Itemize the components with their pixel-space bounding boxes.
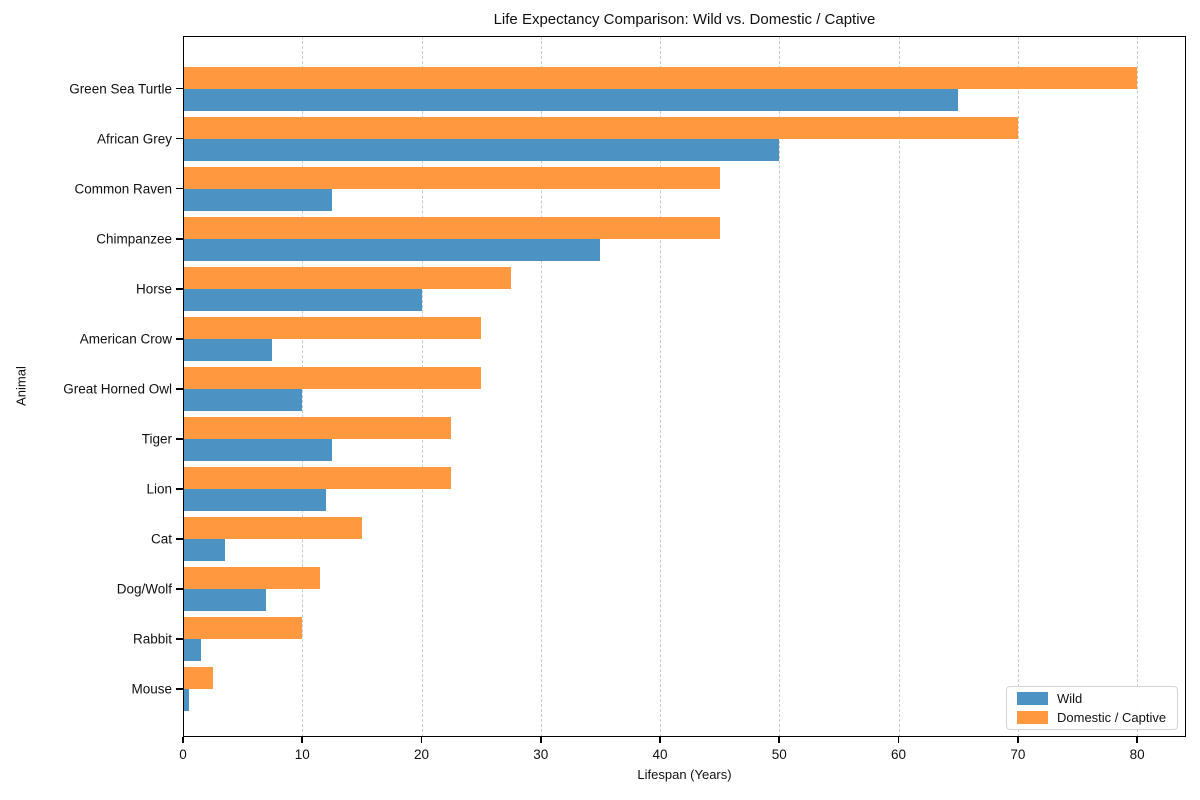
- gridline: [540, 36, 542, 737]
- bar-captive: [183, 316, 482, 339]
- y-tick-mark: [176, 588, 183, 590]
- x-tick-label: 70: [1010, 747, 1026, 762]
- bar-captive: [183, 416, 452, 439]
- y-tick-mark: [176, 287, 183, 290]
- legend-item-captive: Domestic / Captive: [1007, 710, 1177, 725]
- legend: Wild Domestic / Captive: [1006, 686, 1178, 730]
- x-tick-mark: [539, 737, 542, 743]
- y-tick-mark: [176, 638, 183, 640]
- bar-wild: [183, 589, 267, 611]
- x-tick-mark: [301, 737, 304, 743]
- legend-label-wild: Wild: [1057, 691, 1083, 706]
- bar-wild: [183, 488, 327, 511]
- x-tick-label: 60: [891, 747, 907, 762]
- bar-captive: [183, 667, 213, 690]
- y-tick-label: Tiger: [141, 431, 172, 447]
- x-tick-mark: [1136, 737, 1138, 743]
- x-tick-mark: [420, 737, 423, 743]
- bar-captive: [183, 216, 720, 239]
- bar-wild: [183, 188, 333, 211]
- y-tick-label: Dog/Wolf: [116, 581, 172, 597]
- x-tick-label: 80: [1129, 747, 1145, 762]
- gridline: [779, 36, 781, 737]
- x-tick-label: 0: [179, 747, 187, 762]
- bar-captive: [183, 266, 511, 289]
- x-tick-mark: [897, 737, 900, 743]
- x-tick-mark: [778, 737, 781, 743]
- y-tick-label: Horse: [135, 281, 172, 297]
- gridline: [660, 36, 662, 737]
- bar-wild: [183, 538, 225, 561]
- bar-wild: [183, 689, 189, 712]
- bar-wild: [183, 639, 201, 662]
- bar-wild: [183, 88, 959, 111]
- y-tick-mark: [176, 488, 183, 490]
- bar-captive: [183, 567, 321, 589]
- x-tick-label: 40: [652, 747, 668, 762]
- x-tick-mark: [182, 737, 184, 743]
- y-tick-label: Lion: [146, 481, 172, 497]
- legend-item-wild: Wild: [1007, 691, 1177, 706]
- y-tick-label: Common Raven: [74, 181, 172, 197]
- gridline: [898, 36, 900, 737]
- y-tick-label: American Crow: [79, 331, 172, 347]
- x-axis-label: Lifespan (Years): [637, 767, 732, 782]
- x-tick-label: 10: [294, 747, 310, 762]
- y-tick-label: Mouse: [131, 681, 172, 697]
- bar-wild: [183, 138, 780, 161]
- bar-captive: [183, 116, 1018, 139]
- y-tick-mark: [176, 538, 183, 540]
- bar-captive: [183, 366, 482, 389]
- bar-wild: [183, 438, 333, 461]
- bar-wild: [183, 238, 601, 261]
- x-tick-label: 20: [414, 747, 430, 762]
- chart-title: Life Expectancy Comparison: Wild vs. Dom…: [493, 11, 876, 28]
- bar-captive: [183, 516, 362, 539]
- x-tick-label: 50: [771, 747, 787, 762]
- y-tick-mark: [176, 237, 183, 240]
- bar-captive: [183, 617, 303, 640]
- y-tick-mark: [176, 87, 183, 90]
- x-tick-label: 30: [533, 747, 549, 762]
- y-tick-mark: [176, 437, 183, 440]
- y-tick-label: Chimpanzee: [96, 231, 172, 247]
- y-tick-mark: [176, 187, 183, 190]
- y-tick-mark: [176, 688, 183, 690]
- y-tick-mark: [176, 137, 183, 140]
- legend-swatch-wild: [1017, 692, 1048, 705]
- legend-label-captive: Domestic / Captive: [1057, 710, 1167, 725]
- bar-wild: [183, 288, 422, 311]
- y-tick-mark: [176, 337, 183, 340]
- bar-wild: [183, 338, 273, 361]
- bar-captive: [183, 66, 1138, 89]
- legend-swatch-captive: [1017, 711, 1048, 724]
- y-tick-label: Rabbit: [132, 631, 172, 647]
- gridline: [1017, 36, 1019, 737]
- x-tick-mark: [659, 737, 661, 743]
- y-tick-mark: [176, 387, 183, 390]
- y-tick-label: Cat: [150, 531, 172, 547]
- y-tick-label: Great Horned Owl: [63, 381, 172, 397]
- plot-area: Wild Domestic / Captive: [183, 36, 1186, 737]
- y-tick-label: Green Sea Turtle: [69, 81, 172, 96]
- gridline: [1137, 36, 1139, 737]
- x-tick-mark: [1016, 737, 1019, 743]
- bar-captive: [183, 466, 452, 489]
- bar-wild: [183, 388, 303, 411]
- y-tick-label: African Grey: [96, 131, 172, 147]
- bar-captive: [183, 166, 720, 189]
